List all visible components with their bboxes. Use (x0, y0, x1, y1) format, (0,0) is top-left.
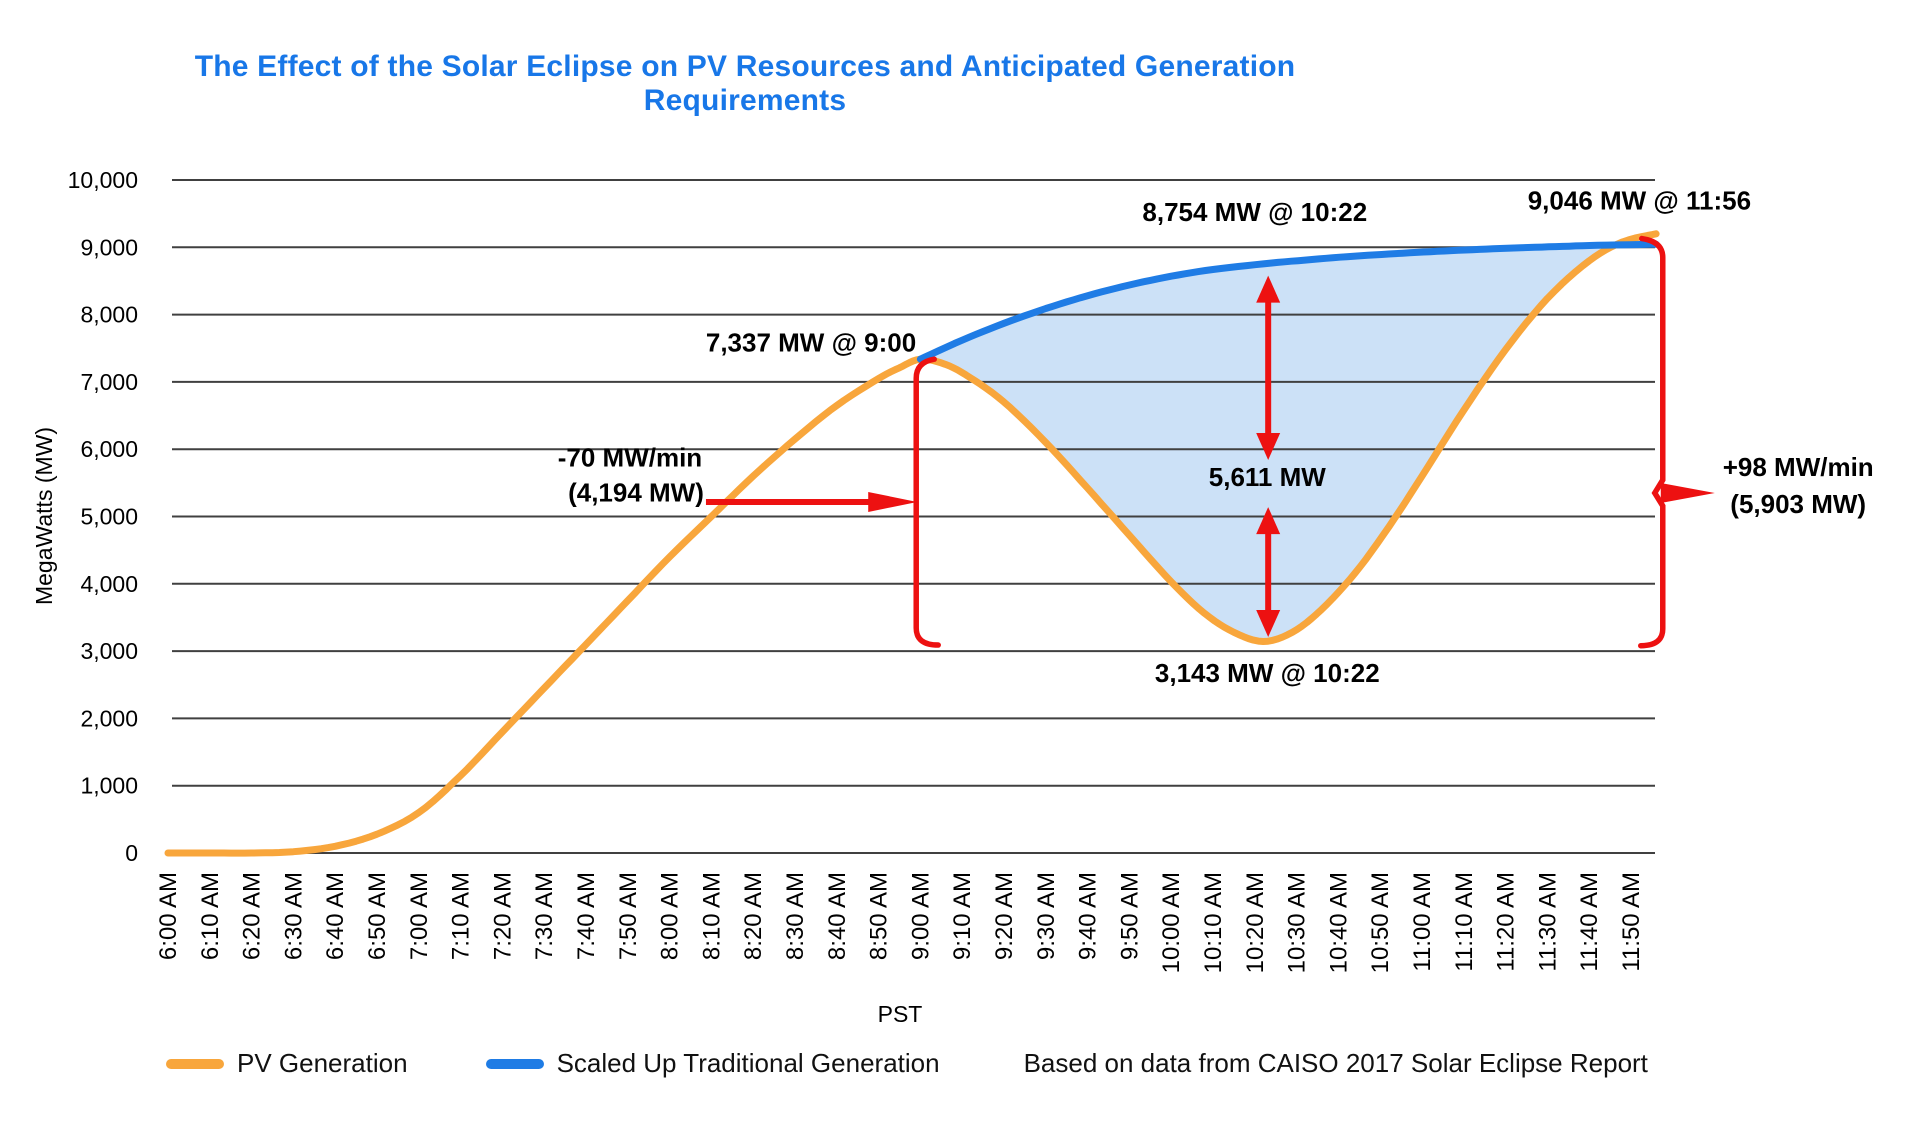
x-tick-label: 6:00 AM (155, 872, 182, 960)
fill-between-area (920, 244, 1657, 642)
x-axis-labels: 6:00 AM 6:10 AM 6:20 AM 6:30 AM 6:40 AM 6:50 … (155, 872, 1645, 1027)
x-tick-label: 9:30 AM (1033, 872, 1060, 960)
annotation-pv-peak: 7,337 MW @ 9:00 (706, 328, 916, 358)
y-tick-label: 6,000 (80, 436, 138, 462)
chart-title: The Effect of the Solar Eclipse on PV Re… (194, 50, 1296, 117)
x-tick-label: 11:20 AM (1493, 872, 1520, 972)
ramp-up-pointer-head (1660, 482, 1715, 503)
ramp-down-bracket (913, 356, 941, 648)
annotation-ramp-down-2: (4,194 MW) (568, 478, 704, 508)
legend-swatch-traditional-generation (485, 1058, 544, 1069)
legend: PV Generation Scaled Up Traditional Gene… (166, 1048, 1648, 1079)
annotations: 7,337 MW @ 9:00 8,754 MW @ 10:22 9,046 MW … (558, 186, 1874, 688)
gap-arrow-head-up-1 (1256, 507, 1281, 535)
x-tick-label: 9:10 AM (949, 872, 976, 960)
y-axis-labels: 0 1,000 2,000 3,000 4,000 5,000 6,000 7,000 8,00… (31, 167, 138, 866)
red-markers (705, 235, 1715, 649)
y-axis-title: MegaWatts (MW) (31, 427, 57, 605)
source-note: Based on data from CAISO 2017 Solar Ecli… (1023, 1048, 1648, 1078)
x-tick-label: 10:20 AM (1242, 872, 1269, 973)
y-tick-label: 3,000 (80, 638, 138, 664)
y-tick-label: 1,000 (80, 773, 138, 799)
x-tick-label: 6:50 AM (364, 872, 391, 960)
data-series (164, 230, 1660, 857)
x-tick-label: 9:20 AM (991, 872, 1018, 960)
annotation-pv-min: 3,143 MW @ 10:22 (1155, 658, 1380, 688)
x-tick-label: 10:40 AM (1325, 872, 1352, 973)
x-axis-title: PST (878, 1001, 923, 1027)
x-tick-label: 9:50 AM (1116, 872, 1143, 960)
x-tick-label: 11:40 AM (1576, 872, 1603, 972)
x-tick-label: 11:30 AM (1534, 872, 1561, 972)
x-tick-label: 8:40 AM (824, 872, 851, 960)
ramp-up-bracket (1638, 235, 1666, 649)
eclipse-gap-area (920, 244, 1657, 642)
annotation-ramp-up-2: (5,903 MW) (1730, 489, 1866, 519)
annotation-trad-at-max: 8,754 MW @ 10:22 (1142, 197, 1367, 227)
legend-swatch-pv-generation (166, 1058, 224, 1069)
x-tick-label: 8:50 AM (866, 872, 893, 960)
x-tick-label: 7:40 AM (573, 872, 600, 960)
y-tick-label: 5,000 (80, 504, 138, 530)
x-tick-label: 9:40 AM (1075, 872, 1102, 960)
annotation-trad-end: 9,046 MW @ 11:56 (1528, 186, 1751, 216)
x-tick-label: 11:00 AM (1409, 872, 1436, 972)
y-tick-label: 8,000 (80, 302, 138, 328)
pv-generation-line (164, 230, 1660, 857)
x-tick-label: 7:50 AM (615, 872, 642, 960)
y-tick-label: 7,000 (80, 369, 138, 395)
x-tick-label: 10:30 AM (1284, 872, 1311, 973)
legend-label-traditional-generation: Scaled Up Traditional Generation (556, 1048, 940, 1078)
gap-arrow-head-up-0 (1256, 275, 1281, 303)
traditional-generation-line (916, 240, 1660, 363)
x-tick-label: 7:10 AM (448, 872, 475, 960)
y-tick-label: 2,000 (80, 705, 138, 731)
x-tick-label: 7:30 AM (531, 872, 558, 960)
x-tick-label: 8:10 AM (698, 872, 725, 960)
y-tick-label: 0 (125, 840, 138, 866)
y-tick-label: 9,000 (80, 234, 138, 260)
x-tick-label: 6:30 AM (280, 872, 307, 960)
x-tick-label: 11:50 AM (1618, 872, 1645, 972)
annotation-ramp-down-1: -70 MW/min (558, 443, 702, 473)
x-tick-label: 10:50 AM (1367, 872, 1394, 973)
annotation-gap: 5,611 MW (1209, 462, 1327, 492)
ramp-down-pointer-head (868, 491, 918, 512)
gap-arrow-head-down-0 (1256, 432, 1281, 460)
x-tick-label: 6:40 AM (322, 872, 349, 960)
x-tick-label: 8:30 AM (782, 872, 809, 960)
x-tick-label: 8:20 AM (740, 872, 767, 960)
gap-arrow-head-down-1 (1256, 609, 1281, 637)
legend-label-pv-generation: PV Generation (237, 1048, 408, 1078)
x-tick-label: 7:20 AM (489, 872, 516, 960)
y-tick-label: 4,000 (80, 571, 138, 597)
x-tick-label: 9:00 AM (907, 872, 934, 960)
x-tick-label: 11:10 AM (1451, 872, 1478, 972)
x-tick-label: 10:00 AM (1158, 872, 1185, 973)
x-tick-label: 7:00 AM (406, 872, 433, 960)
y-tick-label: 10,000 (68, 167, 138, 193)
annotation-ramp-up-1: +98 MW/min (1723, 452, 1874, 482)
x-tick-label: 6:10 AM (197, 872, 224, 960)
x-tick-label: 6:20 AM (239, 872, 266, 960)
x-tick-label: 10:10 AM (1200, 872, 1227, 973)
x-tick-label: 8:00 AM (657, 872, 684, 960)
